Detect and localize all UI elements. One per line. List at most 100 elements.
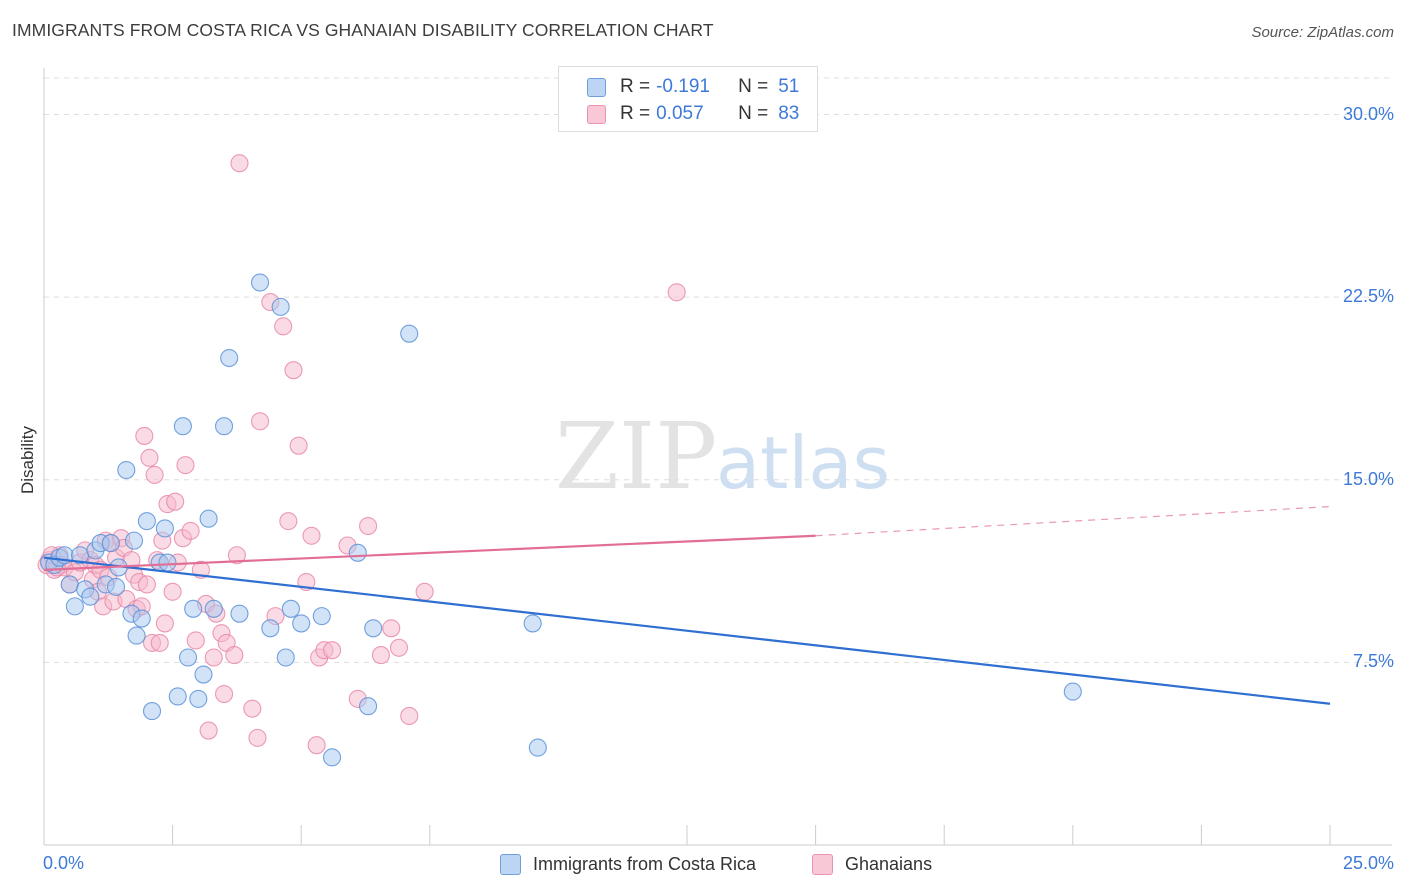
data-point-ghanaians — [163, 582, 182, 601]
data-point-costa-rica — [184, 599, 203, 618]
watermark-atlas: atlas — [716, 421, 890, 505]
data-point-costa-rica — [400, 324, 419, 343]
bottom-legend-label: Ghanaians — [845, 853, 933, 874]
data-point-ghanaians — [289, 436, 308, 455]
legend-swatch-blue — [587, 77, 606, 97]
trend-line-costa-rica — [43, 556, 1331, 705]
data-point-ghanaians — [155, 614, 174, 633]
bottom-legend-label: Immigrants from Costa Rica — [533, 853, 757, 874]
data-point-ghanaians — [382, 619, 401, 638]
legend-r-label: R = — [620, 76, 651, 97]
y-tick-label: 22.5% — [1342, 286, 1394, 307]
data-point-costa-rica — [1063, 682, 1082, 701]
axes — [43, 68, 1392, 846]
data-point-ghanaians — [145, 465, 164, 484]
data-point-costa-rica — [178, 648, 198, 667]
data-point-costa-rica — [230, 604, 249, 623]
data-point-costa-rica — [168, 687, 187, 706]
data-point-ghanaians — [415, 582, 434, 601]
correlation-legend: R = -0.191 N = 51 R = 0.057 N = 83 — [558, 66, 818, 132]
data-point-ghanaians — [389, 638, 408, 657]
data-point-costa-rica — [81, 587, 100, 606]
data-point-costa-rica — [199, 509, 218, 528]
data-point-ghanaians — [137, 575, 156, 594]
data-point-costa-rica — [65, 597, 84, 616]
data-point-ghanaians — [359, 516, 378, 536]
legend-n-value: 51 — [778, 76, 800, 97]
data-point-ghanaians — [214, 684, 234, 704]
data-point-costa-rica — [250, 273, 270, 292]
bottom-legend-swatch-blue — [500, 853, 521, 875]
watermark-zip: ZIP — [555, 403, 717, 510]
data-point-costa-rica — [173, 417, 192, 436]
legend-r-label: R = — [620, 103, 651, 124]
legend-r-value: -0.191 — [656, 76, 710, 97]
data-point-costa-rica — [194, 665, 213, 684]
data-point-ghanaians — [176, 456, 195, 475]
legend-row-costa-rica: R = -0.191 N = 51 — [587, 74, 799, 100]
data-point-ghanaians — [243, 699, 262, 718]
legend-row-ghanaians: R = 0.057 N = 83 — [587, 101, 799, 127]
data-point-costa-rica — [101, 534, 120, 553]
data-point-costa-rica — [323, 748, 342, 767]
data-point-costa-rica — [127, 626, 146, 645]
data-point-costa-rica — [281, 599, 300, 618]
data-point-costa-rica — [528, 738, 547, 757]
data-point-ghanaians — [166, 492, 185, 511]
bottom-legend-costa-rica: Immigrants from Costa Rica — [500, 851, 756, 877]
data-point-ghanaians — [230, 154, 249, 173]
data-point-ghanaians — [250, 412, 270, 431]
source-credit: Source: ZipAtlas.com — [1251, 24, 1394, 41]
data-point-ghanaians — [140, 448, 159, 467]
data-point-costa-rica — [348, 543, 367, 562]
data-point-ghanaians — [248, 728, 267, 747]
trend-line-ghanaians — [43, 534, 816, 571]
data-point-ghanaians — [400, 706, 419, 725]
data-point-ghanaians — [186, 631, 205, 650]
data-point-costa-rica — [60, 575, 79, 594]
data-point-costa-rica — [312, 607, 331, 626]
data-point-costa-rica — [137, 512, 156, 531]
data-point-costa-rica — [142, 702, 162, 721]
data-point-costa-rica — [364, 619, 383, 638]
data-point-ghanaians — [225, 646, 244, 665]
data-point-costa-rica — [271, 297, 290, 316]
legend-n-value: 83 — [778, 103, 800, 124]
data-point-costa-rica — [261, 619, 280, 638]
legend-n-label: N = — [738, 103, 769, 124]
chart-title: IMMIGRANTS FROM COSTA RICA VS GHANAIAN D… — [12, 20, 714, 40]
trend-lines — [43, 505, 1331, 705]
data-point-ghanaians — [204, 648, 223, 667]
x-tick-label-min: 0.0% — [43, 853, 85, 873]
x-tick-label-max: 25.0% — [1342, 853, 1394, 873]
data-point-ghanaians — [284, 361, 303, 380]
data-point-costa-rica — [124, 531, 144, 550]
data-point-costa-rica — [276, 648, 295, 667]
data-point-ghanaians — [302, 526, 321, 545]
data-point-ghanaians — [227, 546, 246, 565]
bottom-legend-ghanaians: Ghanaians — [812, 851, 932, 877]
data-point-costa-rica — [106, 577, 126, 596]
data-point-ghanaians — [667, 283, 686, 302]
data-point-costa-rica — [523, 614, 542, 633]
data-point-ghanaians — [279, 512, 298, 531]
data-point-costa-rica — [292, 614, 311, 633]
data-point-ghanaians — [150, 633, 169, 652]
data-point-costa-rica — [220, 348, 239, 368]
data-point-costa-rica — [155, 519, 174, 538]
data-point-ghanaians — [135, 426, 154, 445]
y-tick-label: 30.0% — [1342, 103, 1394, 124]
legend-swatch-pink — [587, 104, 606, 124]
legend-n-label: N = — [738, 76, 769, 97]
legend-r-value: 0.057 — [656, 103, 704, 124]
data-point-costa-rica — [359, 697, 378, 716]
data-point-ghanaians — [323, 641, 342, 660]
trend-line-ghanaians-extension — [815, 505, 1331, 537]
y-tick-label: 7.5% — [1352, 651, 1394, 672]
series-costa-rica-points — [40, 273, 1082, 767]
data-point-ghanaians — [371, 646, 390, 665]
data-point-costa-rica — [132, 609, 151, 628]
data-point-costa-rica — [204, 599, 223, 618]
y-tick-label: 15.0% — [1342, 468, 1394, 489]
